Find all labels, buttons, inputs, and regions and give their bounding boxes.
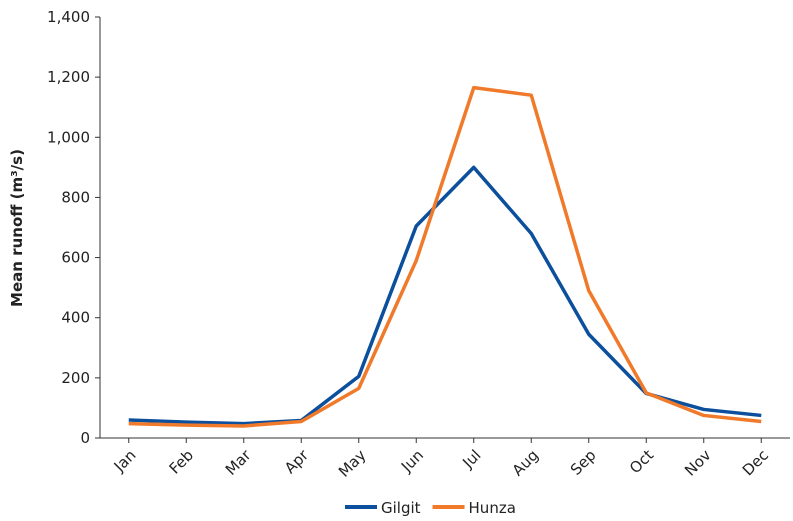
x-tick-label: Jan [110, 446, 140, 476]
legend-label: Gilgit [381, 499, 421, 517]
y-tick-label: 400 [61, 309, 90, 327]
x-tick-label: Feb [166, 446, 198, 478]
x-tick-label: Mar [222, 446, 255, 479]
series-line [128, 85, 762, 428]
y-tick-label: 1,000 [47, 128, 90, 146]
x-tick-label: Jun [397, 446, 427, 476]
x-tick-label: Apr [281, 446, 313, 478]
y-tick-label: 1,200 [47, 68, 90, 86]
x-tick-label: Jul [458, 446, 484, 472]
x-tick-label: Dec [739, 446, 772, 479]
series-line [128, 165, 762, 426]
legend-label: Hunza [469, 499, 516, 517]
x-tick-label: Oct [626, 446, 657, 477]
y-axis-label: Mean runoff (m³/s) [8, 149, 26, 307]
x-tick-label: Sep [567, 446, 600, 479]
y-tick-label: 200 [61, 369, 90, 387]
x-tick-label: Aug [509, 446, 542, 479]
y-tick-label: 600 [61, 249, 90, 267]
x-tick-label: May [335, 446, 370, 481]
y-tick-label: 1,400 [47, 8, 90, 26]
x-tick-label: Nov [681, 446, 715, 480]
y-tick-label: 800 [61, 188, 90, 206]
y-tick-label: 0 [80, 429, 90, 447]
